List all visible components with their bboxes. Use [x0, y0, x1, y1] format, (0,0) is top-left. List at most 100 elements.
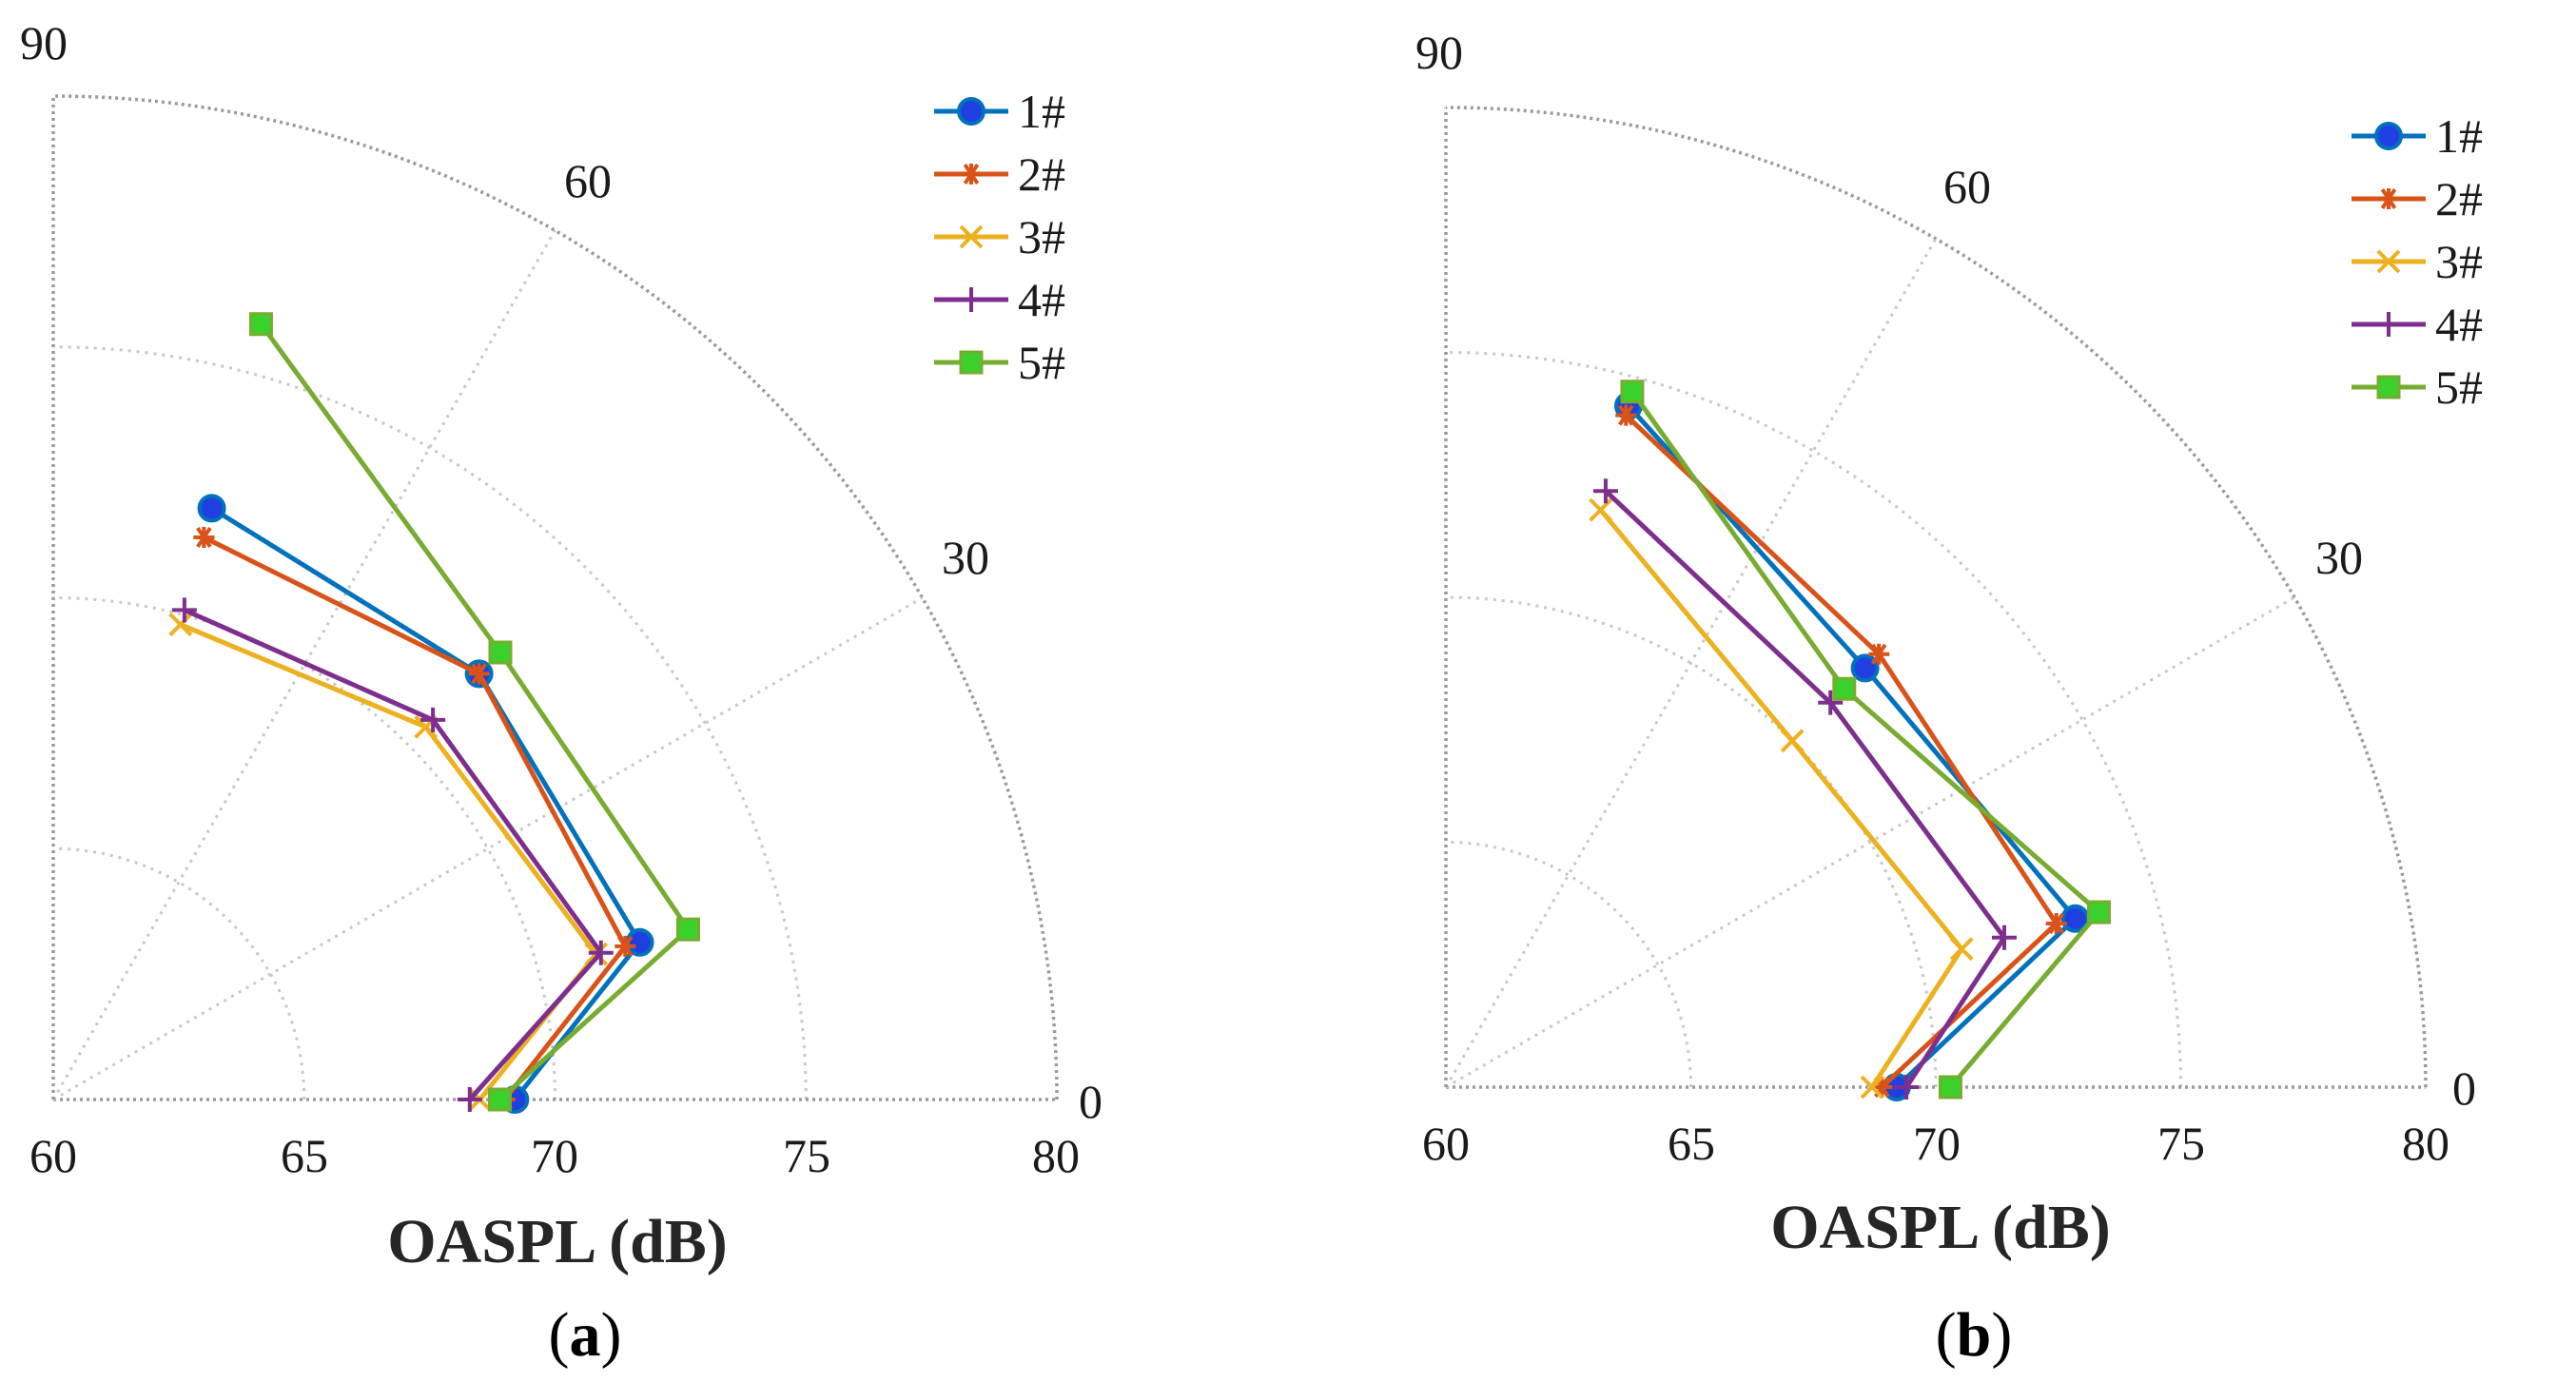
data-point-3-2	[1780, 729, 1805, 753]
data-point-3-3	[168, 613, 193, 637]
series-line-4	[183, 608, 604, 1101]
data-point-4-1	[1991, 925, 2017, 950]
data-point-5-2	[488, 640, 513, 665]
series-3	[168, 613, 609, 1112]
legend-label-2: 2#	[2435, 172, 2483, 225]
radial-tick-label-75: 75	[2157, 1117, 2205, 1170]
data-point-5-1	[2086, 900, 2111, 925]
legend-marker-2	[2378, 187, 2399, 210]
legend-label-2: 2#	[1018, 147, 1065, 201]
legend-marker-3	[2376, 249, 2401, 274]
series-1	[1613, 391, 2090, 1101]
legend-label-1: 1#	[1018, 85, 1065, 138]
radial-grid-arc-70	[52, 596, 556, 1100]
data-point-4-1	[588, 940, 614, 965]
legend-marker-2	[961, 163, 982, 185]
series-line-5	[259, 322, 691, 1101]
angular-tick-label-0: 0	[2452, 1061, 2476, 1115]
legend-marker-3	[959, 224, 984, 249]
radial-tick-label-80: 80	[1032, 1129, 1080, 1182]
radial-tick-label-75: 75	[783, 1129, 830, 1182]
radial-grid-arc-70	[1445, 595, 1938, 1088]
x-axis-label-a: OASPL (dB)	[387, 1207, 728, 1276]
series-4	[1592, 478, 2017, 1100]
data-point-5-1	[675, 917, 700, 942]
data-point-2-1	[615, 935, 636, 957]
data-point-5-0	[1938, 1075, 1962, 1100]
legend-label-3: 3#	[1018, 210, 1065, 263]
data-point-1-2	[1850, 653, 1880, 683]
data-point-4-3	[1592, 478, 1618, 504]
series-layer-a	[168, 312, 700, 1114]
panel-label-b-letter: b	[1957, 1300, 1992, 1370]
data-point-1-3	[197, 494, 226, 523]
radial-tick-label-60: 60	[1422, 1117, 1470, 1170]
radial-tick-label-60: 60	[29, 1129, 77, 1182]
series-line-5	[1630, 390, 2101, 1089]
series-2	[193, 526, 636, 1111]
radial-grid-arc-80	[1445, 106, 2428, 1088]
angular-tick-label-30: 30	[2315, 531, 2363, 584]
radial-tick-label-65: 65	[281, 1129, 328, 1182]
legend-marker-4	[959, 287, 984, 312]
legend-label-3: 3#	[2435, 235, 2483, 288]
legend-marker-5	[959, 350, 984, 375]
data-point-3-1	[1949, 937, 1974, 962]
angular-tick-label-0: 0	[1079, 1075, 1103, 1128]
legend-marker-1	[2374, 122, 2403, 150]
chart-panel-a: 0 30 60 90 60 65 70 75 80 OASPL (dB) (a)…	[20, 16, 1103, 1370]
legend-item-3: 3#	[2352, 235, 2483, 288]
radial-grid-arc-65	[52, 847, 306, 1100]
radial-grid-arc-75	[1445, 351, 2182, 1088]
panel-label-b: (b)	[1936, 1300, 2013, 1370]
data-point-5-0	[487, 1087, 512, 1112]
legend-item-5: 5#	[934, 336, 1065, 389]
radial-tick-label-70: 70	[531, 1129, 578, 1182]
polar-grid-b	[1444, 106, 2428, 1089]
data-point-5-3	[248, 312, 273, 337]
series-3	[1589, 497, 1974, 1100]
legend-item-4: 4#	[934, 273, 1065, 326]
data-point-4-2	[420, 707, 446, 732]
series-4	[171, 597, 614, 1112]
radial-grid-arc-80	[52, 94, 1059, 1100]
x-axis-label-b: OASPL (dB)	[1770, 1193, 2111, 1262]
angular-grid-spoke-30	[1445, 595, 2295, 1089]
data-point-4-0	[1894, 1075, 1920, 1100]
data-point-3-0	[1860, 1075, 1884, 1100]
series-line-2	[1624, 413, 2059, 1089]
series-1	[197, 494, 654, 1114]
legend-item-4: 4#	[2352, 298, 2483, 351]
angular-tick-label-60: 60	[1943, 160, 1991, 213]
radial-grid-arc-65	[1445, 841, 1692, 1088]
angular-tick-label-90: 90	[20, 16, 68, 69]
series-2	[1615, 404, 2067, 1099]
legend-item-5: 5#	[2352, 360, 2483, 414]
radial-tick-label-65: 65	[1668, 1117, 1715, 1170]
series-line-3	[1598, 508, 1964, 1089]
legend-a: 1# 2# 3# 4# 5#	[934, 85, 1065, 389]
series-line-4	[1604, 489, 2007, 1089]
angular-tick-label-60: 60	[564, 154, 612, 207]
legend-item-2: 2#	[934, 147, 1065, 201]
series-5	[248, 312, 700, 1112]
legend-item-1: 1#	[934, 85, 1065, 138]
data-point-2-3	[1615, 404, 1637, 426]
data-point-4-3	[171, 597, 197, 623]
data-point-5-3	[1620, 380, 1645, 404]
legend-label-1: 1#	[2435, 109, 2483, 163]
data-point-2-2	[1868, 643, 1890, 665]
data-point-5-2	[1832, 676, 1857, 701]
data-point-3-3	[1589, 497, 1613, 522]
chart-panel-b: 0 30 60 90 60 65 70 75 80 OASPL (dB) (b)…	[1415, 26, 2483, 1370]
series-line-1	[1627, 403, 2078, 1089]
angular-tick-label-30: 30	[942, 531, 989, 584]
data-point-4-2	[1818, 690, 1844, 715]
legend-b: 1# 2# 3# 4# 5#	[2352, 109, 2483, 414]
legend-label-5: 5#	[1018, 336, 1065, 389]
radial-grid-arc-75	[52, 345, 808, 1100]
radial-tick-label-70: 70	[1913, 1117, 1961, 1170]
legend-item-2: 2#	[2352, 172, 2483, 225]
angular-grid-spoke-60	[1444, 238, 1938, 1088]
